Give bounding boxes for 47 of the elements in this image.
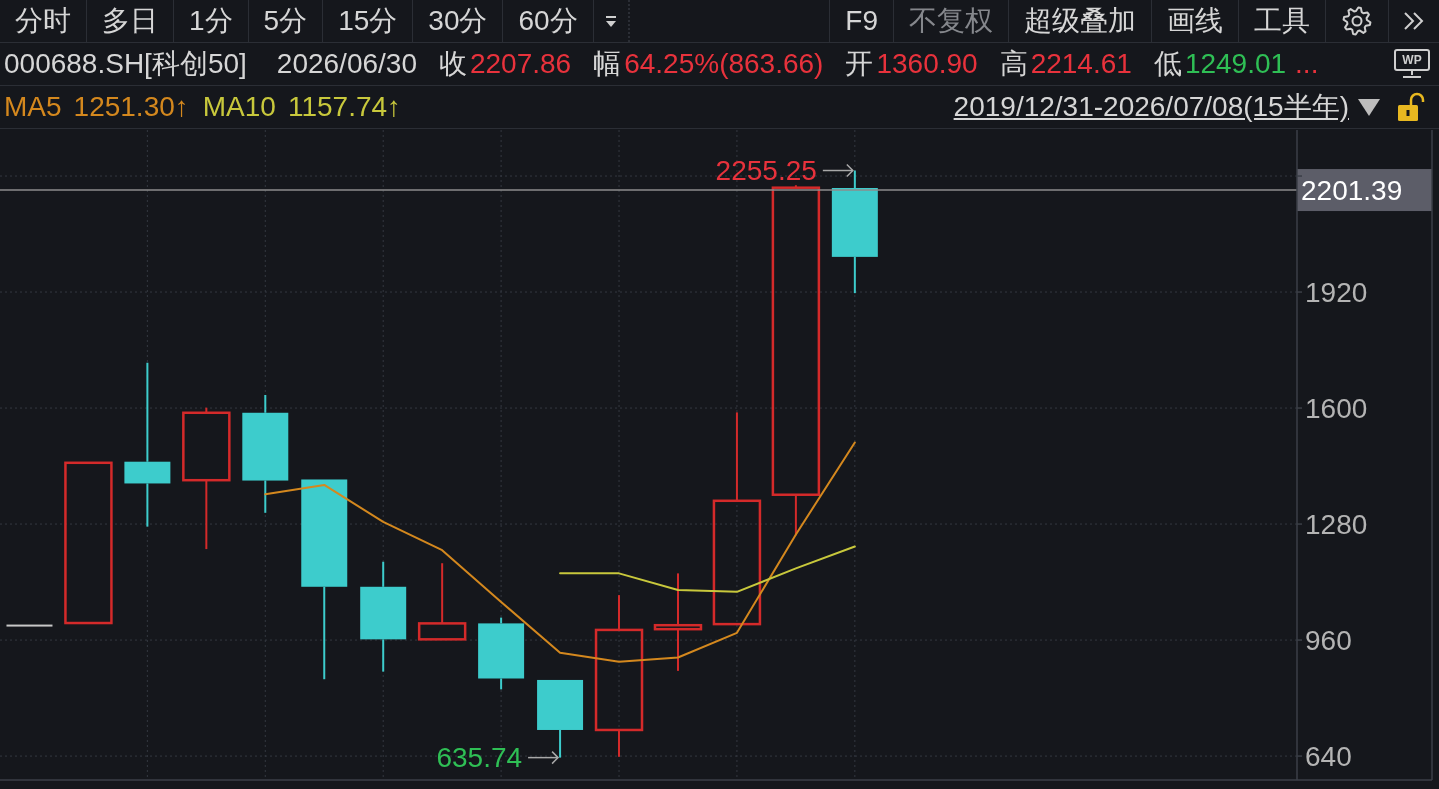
line-series [264,441,856,663]
annotation: 635.74 [436,742,523,774]
text: 64.25%(863.66) [624,48,824,79]
y-tick-label: 640 [1305,740,1352,772]
text: 2026/06/30 [276,48,417,79]
y-tick-label: 960 [1305,624,1352,656]
text: 低 [1153,48,1182,79]
text: 5分 [248,0,324,42]
text: 画线 [1152,0,1239,42]
candlestick [6,624,53,627]
text: 2214.61 [1030,48,1132,79]
text: 30分 [413,0,504,42]
text: 1分 [174,0,249,42]
text: 超级叠加 [1009,0,1152,42]
text: F9 [830,0,894,42]
text: 高 [999,48,1028,79]
text: 2207.86 [469,48,572,79]
y-tick-label: 1920 [1305,276,1368,308]
chart-subtitle: 2019/12/31-2026/07/08(15半年) [953,91,1349,122]
text: 不复权 [894,0,1009,42]
text: 分时 [0,0,87,42]
text: 1251.30↑ [73,91,189,122]
candlestick [360,560,407,673]
ref-line-label: 2201.39 [1301,174,1403,206]
candlestick [124,361,171,528]
text: MA5 [4,91,62,122]
annotation: 2255.25 [715,155,817,187]
candlestick [242,394,289,514]
chart-title: 000688.SH[科创50] [4,48,247,79]
text: 1360.90 [876,48,978,79]
text: MA10 [202,91,276,122]
text: ... [1295,48,1319,79]
text: 60分 [503,0,594,42]
text: 1249.01 [1184,48,1287,79]
text: 多日 [87,0,174,42]
text: 幅 [593,48,622,79]
text: 开 [845,48,874,79]
candlestick [64,461,113,625]
text: 15分 [323,0,414,42]
candlestick [301,479,348,681]
y-tick-label: 1280 [1305,508,1368,540]
text: WP [1401,53,1423,67]
text: 1157.74↑ [287,91,402,122]
line-series [559,545,856,593]
text: 收 [438,48,467,79]
y-tick-label: 1600 [1305,392,1368,424]
text: 工具 [1239,0,1326,42]
